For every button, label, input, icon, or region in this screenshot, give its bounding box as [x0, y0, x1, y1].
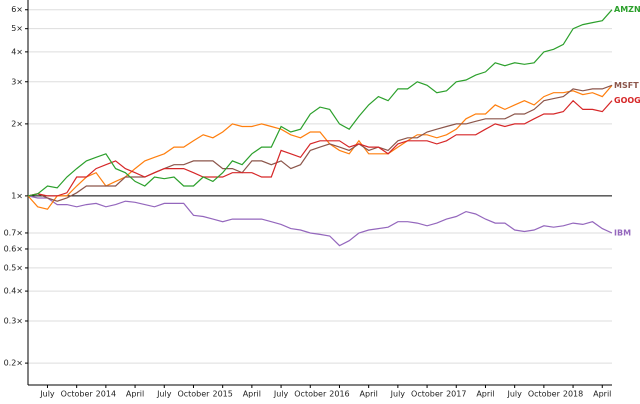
y-tick-label: 0.3× [4, 316, 23, 325]
line [27, 195, 613, 247]
x-tick-label: April [360, 390, 378, 399]
x-tick-label: 2017 [446, 390, 466, 399]
x-tick-label: July [390, 390, 406, 399]
x-tick-label: October [177, 390, 210, 399]
line [27, 9, 613, 197]
x-tick-label: 2015 [212, 390, 232, 399]
y-tick-label: 2× [11, 119, 23, 128]
y-tick-label: 0.6× [4, 244, 23, 253]
y-tick-label: 0.7× [4, 228, 23, 237]
x-tick-label: July [273, 390, 289, 399]
y-tick-label: 4× [11, 47, 23, 56]
x-tick-label: April [126, 390, 144, 399]
x-tick-label: April [243, 390, 261, 399]
x-tick-label: October [61, 390, 94, 399]
x-tick-label: April [593, 390, 611, 399]
x-tick-label: April [476, 390, 494, 399]
x-tick-label: 2018 [563, 390, 583, 399]
series-label: MSFT [614, 81, 639, 90]
line [27, 84, 613, 202]
y-tick-label: 3× [11, 77, 23, 86]
x-tick-label: July [156, 390, 172, 399]
line [27, 99, 613, 197]
series-label: GOOG [614, 96, 640, 105]
x-tick-label: October [528, 390, 561, 399]
y-tick-label: 6× [11, 5, 23, 14]
y-tick-label: 1× [11, 191, 23, 200]
series-label: IBM [614, 228, 631, 237]
x-tick-label: October [411, 390, 444, 399]
y-tick-label: 0.2× [4, 359, 23, 368]
x-tick-label: July [506, 390, 522, 399]
x-tick-label: July [39, 390, 55, 399]
y-tick-label: 5× [11, 24, 23, 33]
x-tick-label: 2014 [96, 390, 116, 399]
x-tick-label: 2016 [329, 390, 349, 399]
x-tick-label: October [294, 390, 327, 399]
series-label: AMZN [614, 5, 640, 14]
y-tick-label: 0.5× [4, 263, 23, 272]
y-tick-label: 0.4× [4, 287, 23, 296]
